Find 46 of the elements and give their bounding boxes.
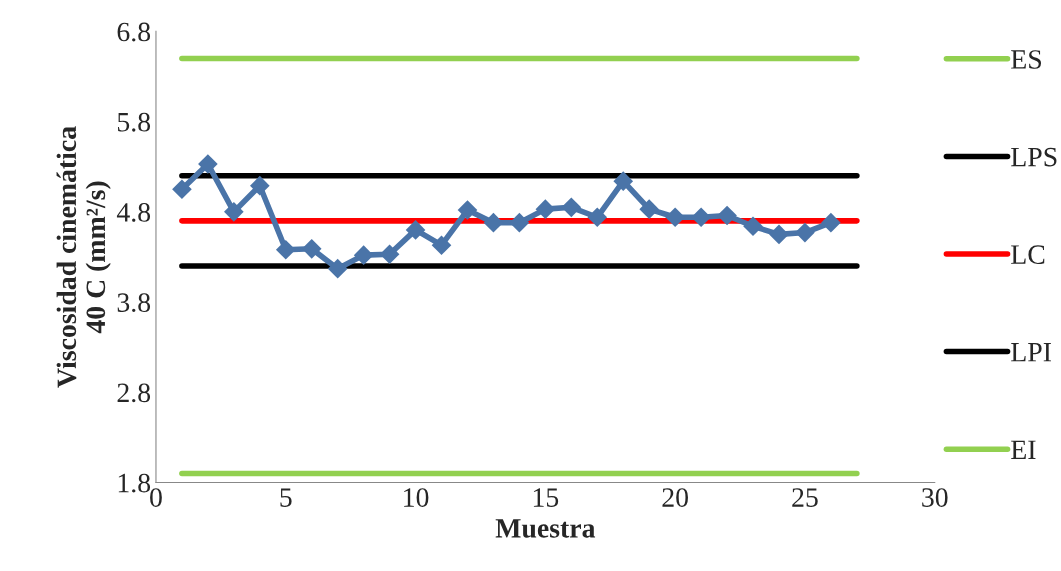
point: [717, 205, 737, 226]
y-tick-label: 4.8: [116, 203, 151, 222]
y-tick-label: 3.8: [117, 293, 151, 313]
point: [457, 200, 478, 220]
point: [405, 220, 426, 240]
point: [795, 222, 815, 243]
point: [665, 207, 685, 228]
point: [198, 154, 218, 174]
point: [743, 216, 763, 237]
x-tick-label: 15: [533, 488, 559, 507]
legend-label: LPS: [1011, 147, 1057, 167]
x-tick-label: 10: [404, 488, 429, 507]
point: [275, 239, 296, 260]
point: [509, 212, 530, 233]
x-tick-label: 25: [792, 488, 818, 507]
x-tick-label: 30: [922, 488, 948, 507]
point: [561, 197, 582, 218]
point: [639, 199, 660, 219]
y-tick-label: 5.8: [118, 112, 151, 132]
point: [249, 175, 270, 196]
point: [379, 244, 400, 265]
point: [613, 171, 634, 191]
legend-label: ES: [1011, 50, 1042, 69]
point: [691, 207, 711, 228]
point: [327, 258, 348, 279]
point: [483, 212, 504, 233]
x-tick-label: 0: [150, 488, 162, 507]
point: [587, 207, 608, 228]
point: [172, 179, 192, 200]
point: [224, 202, 244, 222]
y-axis-title: Viscosidad cinemática 40 C (mm²/s): [56, 126, 111, 388]
point: [769, 224, 789, 245]
point: [431, 235, 452, 256]
x-tick-label: 5: [280, 488, 292, 507]
x-axis-title: Muestra: [495, 519, 596, 538]
x-tick-label: 20: [662, 488, 688, 507]
y-tick-label: 6.8: [117, 22, 151, 42]
y-tick-label: 2.8: [117, 383, 151, 403]
legend-label: LPI: [1011, 343, 1051, 362]
legend-label: LC: [1011, 245, 1045, 264]
point: [301, 239, 322, 259]
y-tick-label: 1.8: [118, 473, 151, 493]
point: [353, 245, 374, 265]
point: [535, 199, 556, 219]
legend-label: EI: [1011, 440, 1036, 459]
point: [821, 212, 841, 233]
